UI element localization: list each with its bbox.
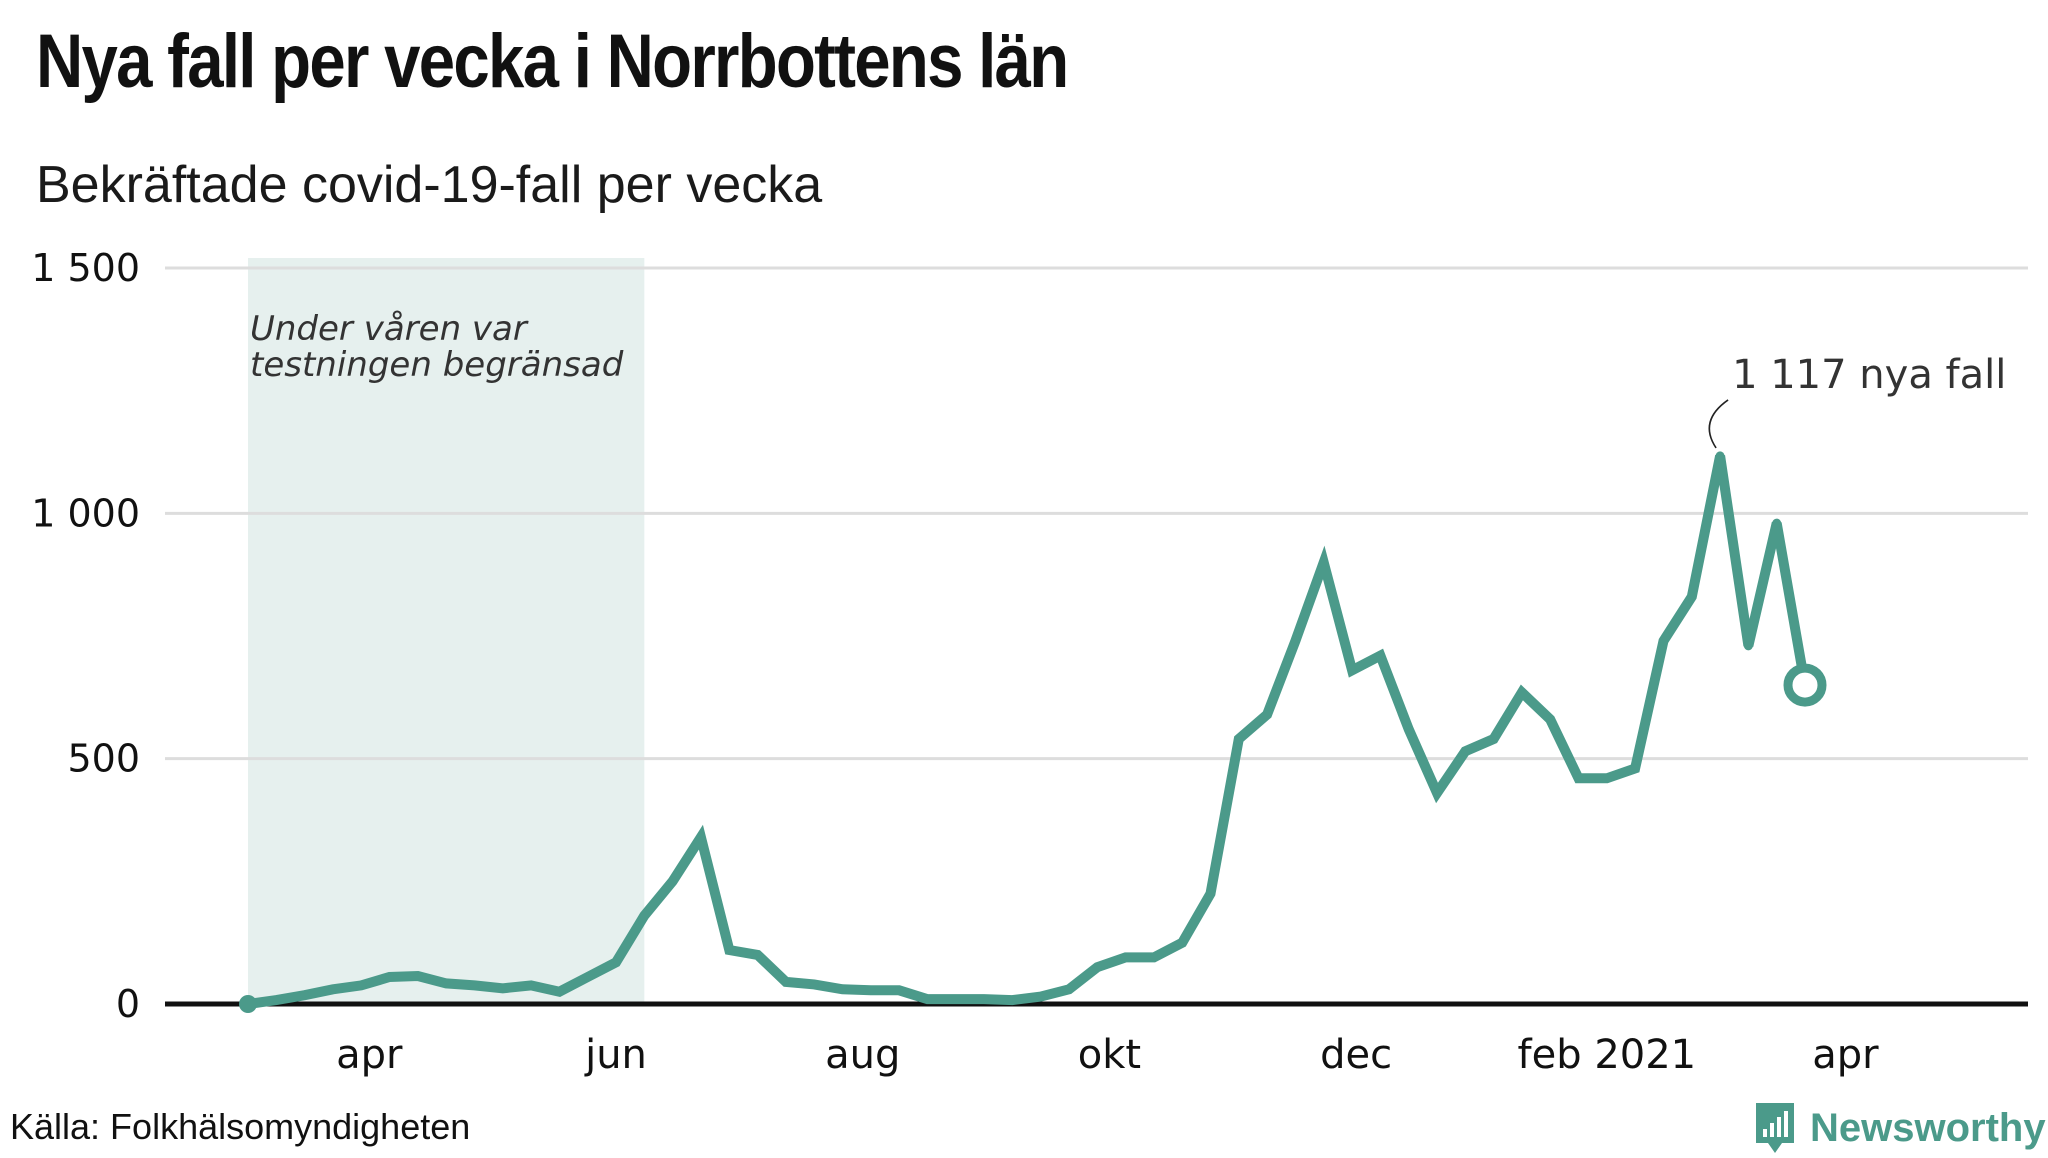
shaded-region-label: Under våren var testningen begränsad — [250, 309, 624, 385]
y-tick-label: 1 500 — [31, 246, 140, 290]
data-point — [1064, 984, 1074, 994]
data-point — [526, 980, 536, 990]
newsworthy-logo-icon — [1756, 1103, 1794, 1153]
source-note: Källa: Folkhälsomyndigheten — [10, 1106, 471, 1147]
x-tick-label: aug — [825, 1032, 900, 1078]
data-point — [1290, 636, 1300, 646]
x-tick-label: apr — [336, 1032, 403, 1078]
data-point — [951, 994, 961, 1004]
data-point — [1262, 710, 1272, 720]
data-point — [1574, 773, 1584, 783]
y-tick-label: 500 — [67, 737, 140, 781]
annotation-leader — [1708, 399, 1729, 449]
data-point — [753, 950, 763, 960]
data-point — [300, 990, 310, 1000]
x-tick-label: apr — [1812, 1032, 1879, 1078]
data-point — [498, 983, 508, 993]
shaded-region-label-line: testningen begränsad — [250, 345, 624, 385]
series-line — [243, 454, 1810, 1009]
data-point — [1007, 995, 1017, 1005]
data-point — [583, 972, 593, 982]
x-tick-label: jun — [584, 1032, 647, 1078]
data-point — [1206, 889, 1216, 899]
data-point — [1658, 636, 1668, 646]
data-point — [469, 980, 479, 990]
annotation-label: 1 117 nya fall — [1732, 352, 2006, 398]
data-point — [1489, 734, 1499, 744]
data-point — [639, 911, 649, 921]
data-point — [1036, 992, 1046, 1002]
data-point — [1092, 962, 1102, 972]
data-point — [413, 971, 423, 981]
data-point — [781, 977, 791, 987]
data-point — [866, 985, 876, 995]
data-point — [1121, 952, 1131, 962]
data-point — [1687, 592, 1697, 602]
data-point — [441, 978, 451, 988]
brand-logo: Newsworthy — [1752, 1098, 2046, 1158]
data-point — [1772, 518, 1782, 528]
data-point — [1460, 746, 1470, 756]
data-point-start — [239, 995, 257, 1013]
data-point — [809, 979, 819, 989]
data-point — [1375, 651, 1385, 661]
data-point — [1347, 665, 1357, 675]
data-point — [1517, 687, 1527, 697]
data-point — [696, 832, 706, 842]
chart-title: Nya fall per vecka i Norrbottens län — [36, 19, 1069, 104]
data-point — [554, 987, 564, 997]
data-point — [894, 985, 904, 995]
data-point — [1602, 773, 1612, 783]
data-point — [356, 980, 366, 990]
shaded-region — [248, 258, 645, 1004]
x-tick-label: feb 2021 — [1518, 1032, 1697, 1078]
data-point — [1177, 938, 1187, 948]
chart-subtitle: Bekräftade covid-19-fall per vecka — [36, 156, 823, 214]
shaded-region-label-line: Under våren var — [250, 309, 529, 349]
data-point — [1715, 451, 1725, 461]
data-point — [979, 994, 989, 1004]
data-point — [1545, 714, 1555, 724]
brand-name: Newsworthy — [1810, 1105, 2046, 1150]
data-point — [1743, 641, 1753, 651]
data-point — [1630, 763, 1640, 773]
y-tick-label: 1 000 — [31, 491, 140, 535]
x-tick-label: dec — [1320, 1032, 1392, 1078]
x-tick-label: okt — [1078, 1032, 1141, 1078]
data-point — [1149, 952, 1159, 962]
data-point — [1319, 557, 1329, 567]
data-point — [328, 984, 338, 994]
data-point — [271, 995, 281, 1005]
data-point — [1404, 724, 1414, 734]
data-point — [1432, 788, 1442, 798]
data-point — [611, 957, 621, 967]
data-point — [922, 994, 932, 1004]
data-point — [1234, 734, 1244, 744]
data-point — [837, 984, 847, 994]
data-point — [724, 945, 734, 955]
data-point-latest — [1783, 663, 1827, 707]
data-point — [385, 972, 395, 982]
y-tick-label: 0 — [116, 982, 140, 1026]
data-point — [668, 876, 678, 886]
